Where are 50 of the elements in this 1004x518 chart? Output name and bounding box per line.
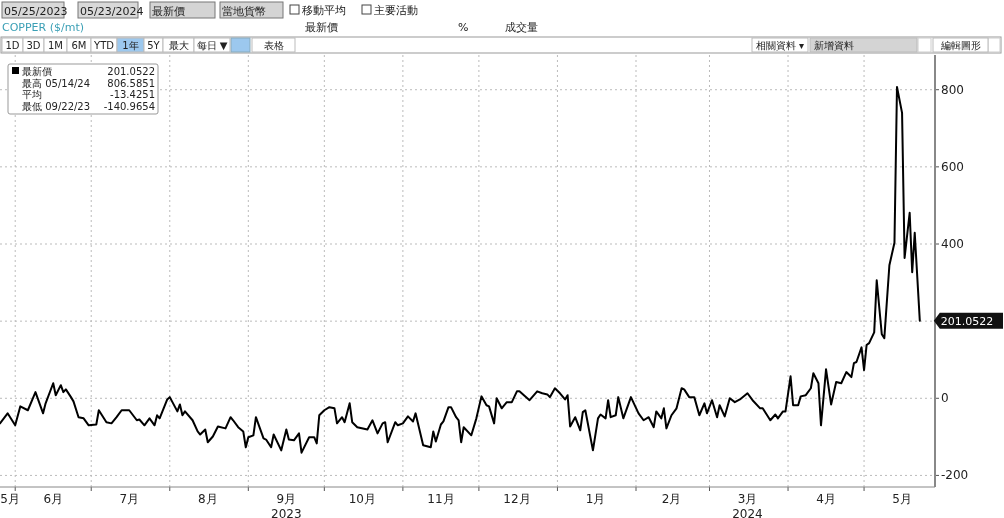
y-tick-label: 400 — [941, 237, 964, 251]
x-tick-label: 12月 — [503, 492, 531, 506]
text: % — [458, 21, 469, 34]
text: 6M — [71, 40, 87, 51]
text: 05/25/2023 — [4, 5, 68, 18]
x-tick-label: 3月 2024 — [732, 492, 763, 518]
annotation: 最新價 — [22, 66, 52, 77]
text: 最新價 — [305, 21, 338, 34]
text: 表格 — [263, 40, 284, 51]
x-tick-label: 5月 — [892, 492, 912, 506]
x-tick-label: 7月 — [119, 492, 140, 506]
x-tick-label: 1月 — [585, 492, 606, 506]
text: 新增資料 — [814, 40, 854, 51]
annotation: 最高 05/14/24 — [22, 77, 91, 89]
x-tick-label: 4月 — [816, 492, 836, 506]
annotation: 最低 09/22/23 — [22, 100, 91, 112]
x-tick-label: 5月 — [0, 492, 20, 506]
text: 編輯圖形 — [939, 40, 981, 51]
text: 1D — [5, 40, 20, 51]
y-tick-label: 600 — [941, 159, 964, 174]
text: 每日 ▼ — [196, 40, 228, 51]
text: 相關資料 ▾ — [755, 40, 805, 51]
text: 移動平均 — [302, 4, 346, 17]
text: 1年 — [122, 40, 139, 51]
text: 1M — [48, 40, 63, 51]
y-tick-label: -200 — [941, 468, 969, 483]
x-tick-label: 6月 — [43, 492, 64, 506]
chart-title: COPPER ($/mt) — [2, 21, 85, 34]
x-tick-label: 10月 — [348, 492, 376, 506]
text: 最大 — [168, 40, 189, 51]
x-tick-label: 8月 — [197, 492, 218, 506]
x-tick-label: 2月 — [661, 492, 682, 506]
annotation: 平均 — [22, 89, 42, 100]
text: 05/23/2024 — [80, 5, 144, 18]
text: 最新價 — [152, 5, 185, 18]
x-tick-label: 9月 2023 — [271, 492, 302, 518]
text: 5Y — [147, 40, 161, 51]
x-tick-label: 11月 — [427, 492, 455, 506]
annotation: 201.0522 — [107, 66, 155, 77]
annotation: -13.4251 — [110, 89, 155, 100]
annotation: -140.9654 — [103, 100, 155, 112]
annotation: 201.0522 — [940, 314, 994, 328]
y-tick-label: 0 — [941, 391, 949, 406]
text: 3D — [26, 40, 41, 51]
text: YTD — [93, 40, 115, 51]
text: 當地貨幣 — [222, 5, 266, 18]
text: 主要活動 — [374, 4, 418, 17]
annotation: 806.5851 — [107, 77, 155, 89]
text: 成交量 — [505, 21, 538, 34]
y-tick-label: 800 — [941, 82, 964, 97]
